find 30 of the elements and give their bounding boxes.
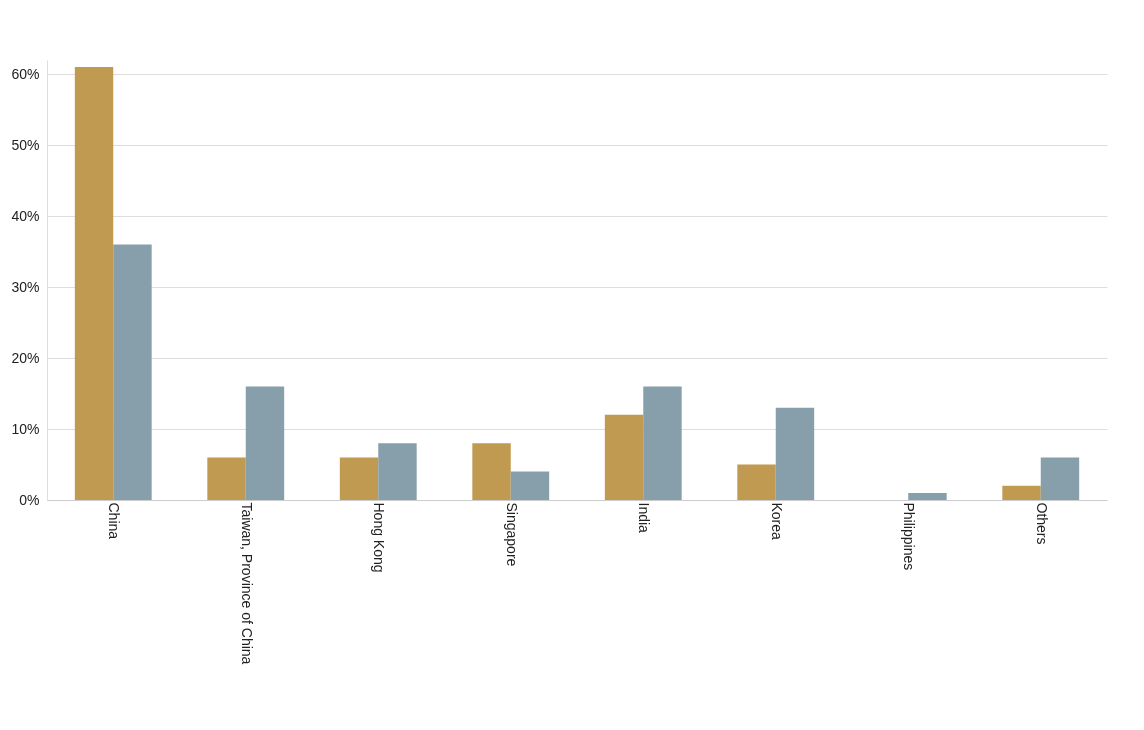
bar [643,386,682,500]
bar [245,386,285,500]
x-tick-label: Philippines [901,502,918,571]
x-tick-label: Singapore [503,502,520,567]
bar [1002,485,1041,500]
y-tick-label: 50% [11,136,40,153]
y-tick-label: 60% [11,65,40,82]
y-tick-label: 40% [11,207,40,224]
x-tick-label: Korea [768,502,785,541]
y-tick-label: 0% [19,491,40,508]
bar [207,457,246,500]
bar [74,67,114,500]
bar [908,492,947,500]
bar [113,244,152,500]
x-tick-label: Hong Kong [371,502,388,573]
x-tick-label: Others [1033,502,1050,545]
x-tick-label: China [106,502,123,540]
y-tick-label: 20% [11,349,40,366]
y-tick-label: 10% [11,420,40,437]
bar [378,443,417,500]
x-tick-label: Taiwan, Province of China [238,502,255,665]
x-tick-label: India [636,502,653,534]
bar [775,407,815,500]
y-tick-label: 30% [11,278,40,295]
bar [472,443,511,500]
bar [339,457,379,500]
bar [1040,457,1080,500]
bar [604,414,644,500]
bar [737,464,776,500]
bar [510,471,550,500]
